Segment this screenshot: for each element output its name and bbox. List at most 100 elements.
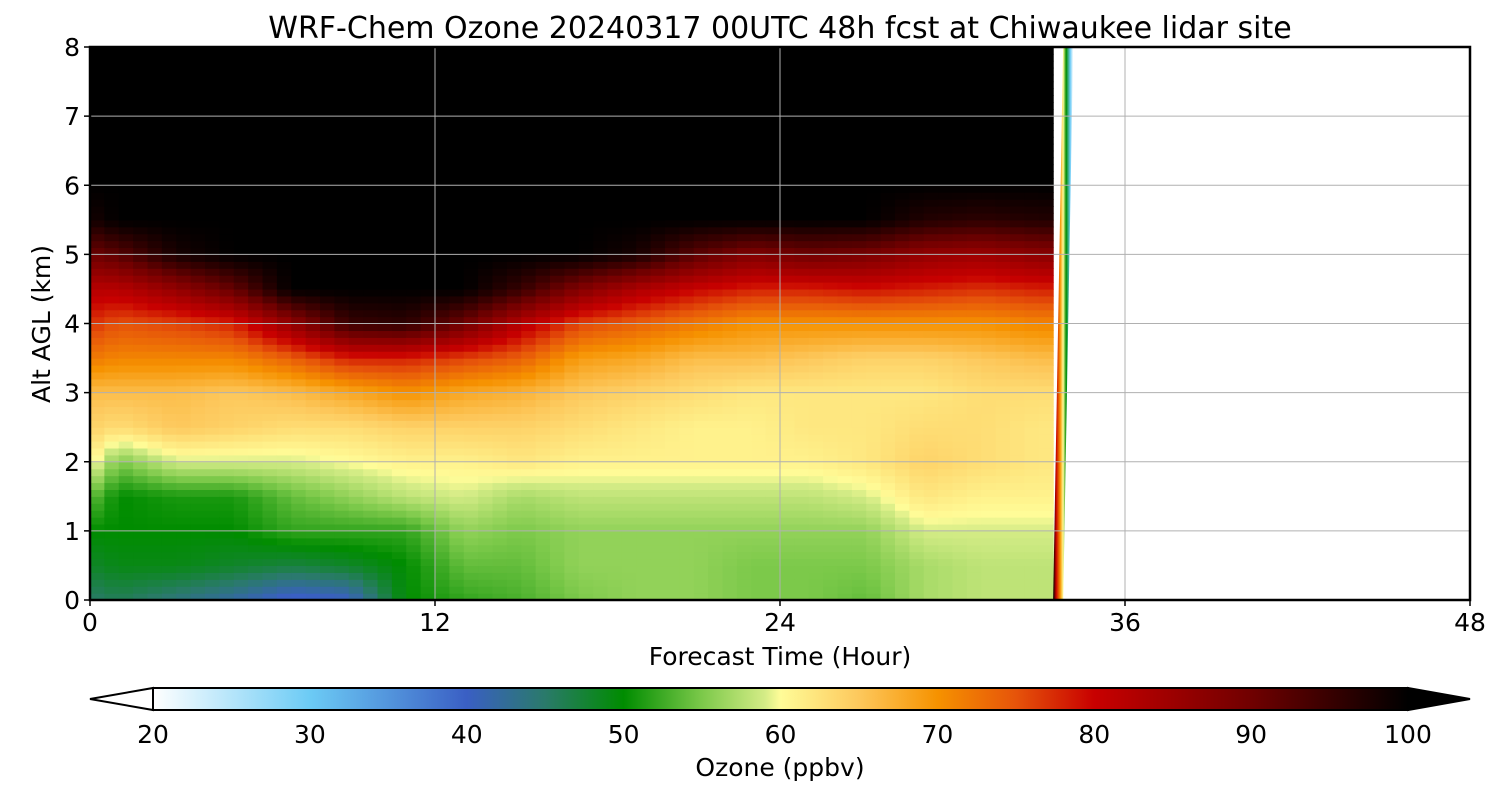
heatmap-cell [607,309,623,318]
heatmap-cell [607,150,623,159]
heatmap-cell [291,109,307,117]
heatmap-cell [593,413,609,421]
heatmap-cell [205,565,220,573]
heatmap-cell [348,95,364,103]
heatmap-cell [895,399,910,408]
heatmap-cell [478,523,494,532]
heatmap-cell [463,205,479,214]
heatmap-cell [851,254,867,262]
heatmap-cell [765,143,781,152]
heatmap-cell [808,378,824,387]
heatmap-cell [348,399,364,408]
heatmap-cell [118,503,134,511]
heatmap-cell [722,288,738,297]
heatmap-cell [679,351,695,359]
heatmap-cell [219,523,235,532]
heatmap-cell [636,233,652,242]
heatmap-cell [607,240,623,249]
heatmap-cell [377,385,393,394]
heatmap-cell [593,240,609,249]
heatmap-cell [377,399,393,408]
heatmap-cell [320,192,335,200]
heatmap-cell [161,74,177,83]
heatmap-cell [291,240,307,249]
heatmap-cell [823,67,839,76]
heatmap-cell [348,551,364,560]
heatmap-cell [650,109,666,117]
heatmap-cell [363,558,379,567]
heatmap-cell [765,517,781,525]
heatmap-cell [233,240,249,249]
heatmap-cell [363,157,379,166]
heatmap-cell [363,593,379,600]
heatmap-cell [190,371,206,380]
heatmap-cell [636,558,652,567]
heatmap-cell [133,392,149,401]
heatmap-cell [909,358,925,366]
heatmap-cell [780,323,795,332]
heatmap-cell [276,434,292,442]
heatmap-cell [693,268,709,276]
heatmap-cell [205,157,220,166]
heatmap-cell [564,461,580,470]
heatmap-cell [722,406,738,414]
heatmap-cell [679,496,695,504]
heatmap-cell [262,475,278,484]
heatmap-cell [564,551,580,560]
heatmap-cell [320,523,335,532]
heatmap-cell [420,150,436,159]
heatmap-cell [823,447,839,456]
heatmap-cell [837,157,853,166]
heatmap-cell [377,109,393,117]
heatmap-cell [578,586,594,594]
heatmap-cell [593,88,609,96]
heatmap-cell [880,468,896,477]
heatmap-cell [895,143,910,152]
heatmap-cell [463,586,479,594]
heatmap-cell [377,185,393,193]
heatmap-cell [665,378,680,387]
heatmap-cell [636,551,652,560]
heatmap-cell [808,413,824,421]
heatmap-cell [679,427,695,435]
heatmap-cell [607,447,623,456]
heatmap-cell [794,593,810,600]
heatmap-cell [751,295,767,304]
heatmap-cell [535,288,551,297]
heatmap-cell [708,212,724,221]
heatmap-cell [880,406,896,414]
heatmap-cell [736,337,752,345]
heatmap-cell [435,268,450,276]
heatmap-cell [909,323,925,332]
heatmap-cell [248,109,264,117]
heatmap-cell [190,579,206,587]
heatmap-cell [391,109,407,117]
heatmap-cell [161,164,177,173]
heatmap-cell [363,503,379,511]
heatmap-cell [607,95,623,103]
heatmap-cell [578,517,594,525]
heatmap-cell [276,247,292,255]
heatmap-cell [377,551,393,560]
heatmap-cell [190,434,206,442]
heatmap-cell [866,392,882,401]
heatmap-cell [808,150,824,159]
heatmap-cell [636,53,652,62]
heatmap-cell [966,337,982,345]
heatmap-cell [161,275,177,283]
heatmap-cell [636,261,652,269]
heatmap-cell [262,371,278,380]
heatmap-cell [348,358,364,366]
heatmap-cell [794,67,810,76]
heatmap-cell [391,461,407,470]
heatmap-cell [276,565,292,573]
heatmap-cell [535,295,551,304]
heatmap-cell [305,378,321,387]
heatmap-cell [262,219,278,228]
heatmap-cell [291,157,307,166]
heatmap-cell [449,489,465,497]
heatmap-cell [363,337,379,345]
heatmap-cell [233,537,249,546]
heatmap-cell [808,489,824,497]
heatmap-cell [449,240,465,249]
